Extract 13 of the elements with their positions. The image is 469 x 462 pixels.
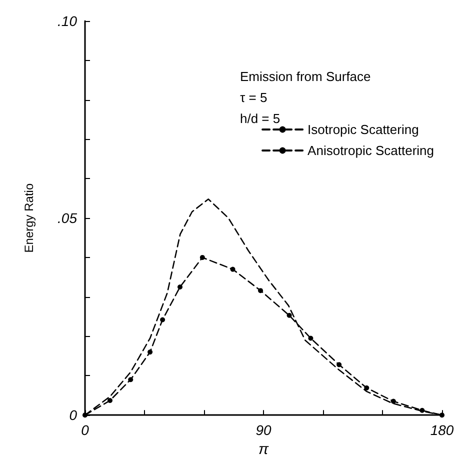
annotation: Emission from Surface: [240, 69, 371, 84]
annotation: h/d = 5: [240, 111, 280, 126]
x-tick-label: 90: [256, 422, 272, 438]
legend-label: Anisotropic Scattering: [308, 143, 434, 158]
y-axis-title: Energy Ratio: [22, 183, 36, 253]
x-axis-title: π: [258, 441, 270, 458]
x-tick-label: 0: [81, 422, 90, 438]
legend-label: Isotropic Scattering: [308, 122, 419, 137]
y-tick-label: .05: [58, 210, 78, 226]
y-tick-label: .10: [58, 13, 78, 29]
y-tick-label: 0: [69, 407, 78, 424]
x-tick-label: 180: [430, 422, 454, 438]
annotation: τ = 5: [240, 90, 268, 105]
